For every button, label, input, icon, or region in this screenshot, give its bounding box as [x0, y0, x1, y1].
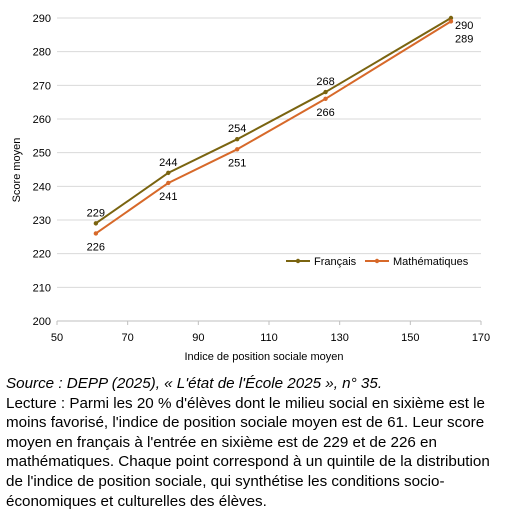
- figure-caption: Source : DEPP (2025), « L'état de l'Écol…: [6, 374, 502, 511]
- x-tick-label: 130: [330, 332, 348, 344]
- data-point: [448, 19, 454, 24]
- data-label: 226: [87, 241, 105, 253]
- series-line-francais: [95, 17, 452, 225]
- x-tick-label: 110: [260, 332, 278, 344]
- x-axis-label: Indice de position sociale moyen: [185, 351, 344, 363]
- data-point: [166, 170, 171, 176]
- caption-lecture: Lecture : Parmi les 20 % d'élèves dont l…: [6, 394, 490, 510]
- legend-label: Français: [314, 256, 357, 268]
- data-point: [235, 137, 240, 142]
- x-tick-label: 150: [401, 332, 419, 344]
- data-label: 229: [87, 207, 105, 219]
- data-label: 266: [316, 107, 334, 119]
- x-tick-label: 170: [472, 332, 490, 344]
- data-label: 251: [228, 157, 246, 169]
- data-label: 290: [455, 20, 473, 32]
- legend: Français Mathématiques: [286, 256, 469, 268]
- data-label: 241: [159, 191, 177, 203]
- data-label: 244: [159, 157, 177, 169]
- data-label: 289: [455, 33, 473, 45]
- data-point: [323, 89, 328, 95]
- caption-source: Source : DEPP (2025), « L'état de l'Écol…: [6, 375, 383, 392]
- y-tick-label: 280: [33, 47, 51, 59]
- y-axis-label: Score moyen: [11, 138, 23, 203]
- y-tick-label: 200: [33, 316, 51, 328]
- y-tick-label: 260: [33, 114, 51, 126]
- y-tick-label: 220: [33, 249, 51, 261]
- x-tick-label: 50: [51, 332, 63, 344]
- x-tick-label: 70: [122, 332, 134, 344]
- y-tick-label: 240: [33, 181, 51, 193]
- data-label: 254: [228, 123, 246, 135]
- data-point: [93, 231, 99, 236]
- series-group: 229 244 254 268 290 226 241 251 266 289: [87, 15, 473, 253]
- data-point: [235, 147, 240, 152]
- line-chart: 200 210 220 230 240 250 260 270 280 290 50 70 90 110 1…: [11, 13, 491, 363]
- gridlines: [57, 17, 481, 322]
- legend-marker: [374, 258, 380, 264]
- data-label: 268: [316, 76, 334, 88]
- data-point: [93, 221, 99, 226]
- y-tick-label: 210: [33, 282, 51, 294]
- y-tick-label: 250: [33, 148, 51, 160]
- y-tick-label: 270: [33, 80, 51, 92]
- axes: 200 210 220 230 240 250 260 270 280 290 50 70 90 110 1…: [33, 13, 491, 344]
- legend-marker: [295, 258, 301, 264]
- data-point: [166, 180, 171, 186]
- y-tick-label: 230: [33, 215, 51, 227]
- data-point: [323, 96, 328, 102]
- data-point: [448, 15, 454, 21]
- legend-label: Mathématiques: [393, 256, 469, 268]
- y-tick-label: 290: [33, 13, 51, 25]
- series-line-mathematiques: [95, 20, 452, 235]
- x-tick-label: 90: [192, 332, 204, 344]
